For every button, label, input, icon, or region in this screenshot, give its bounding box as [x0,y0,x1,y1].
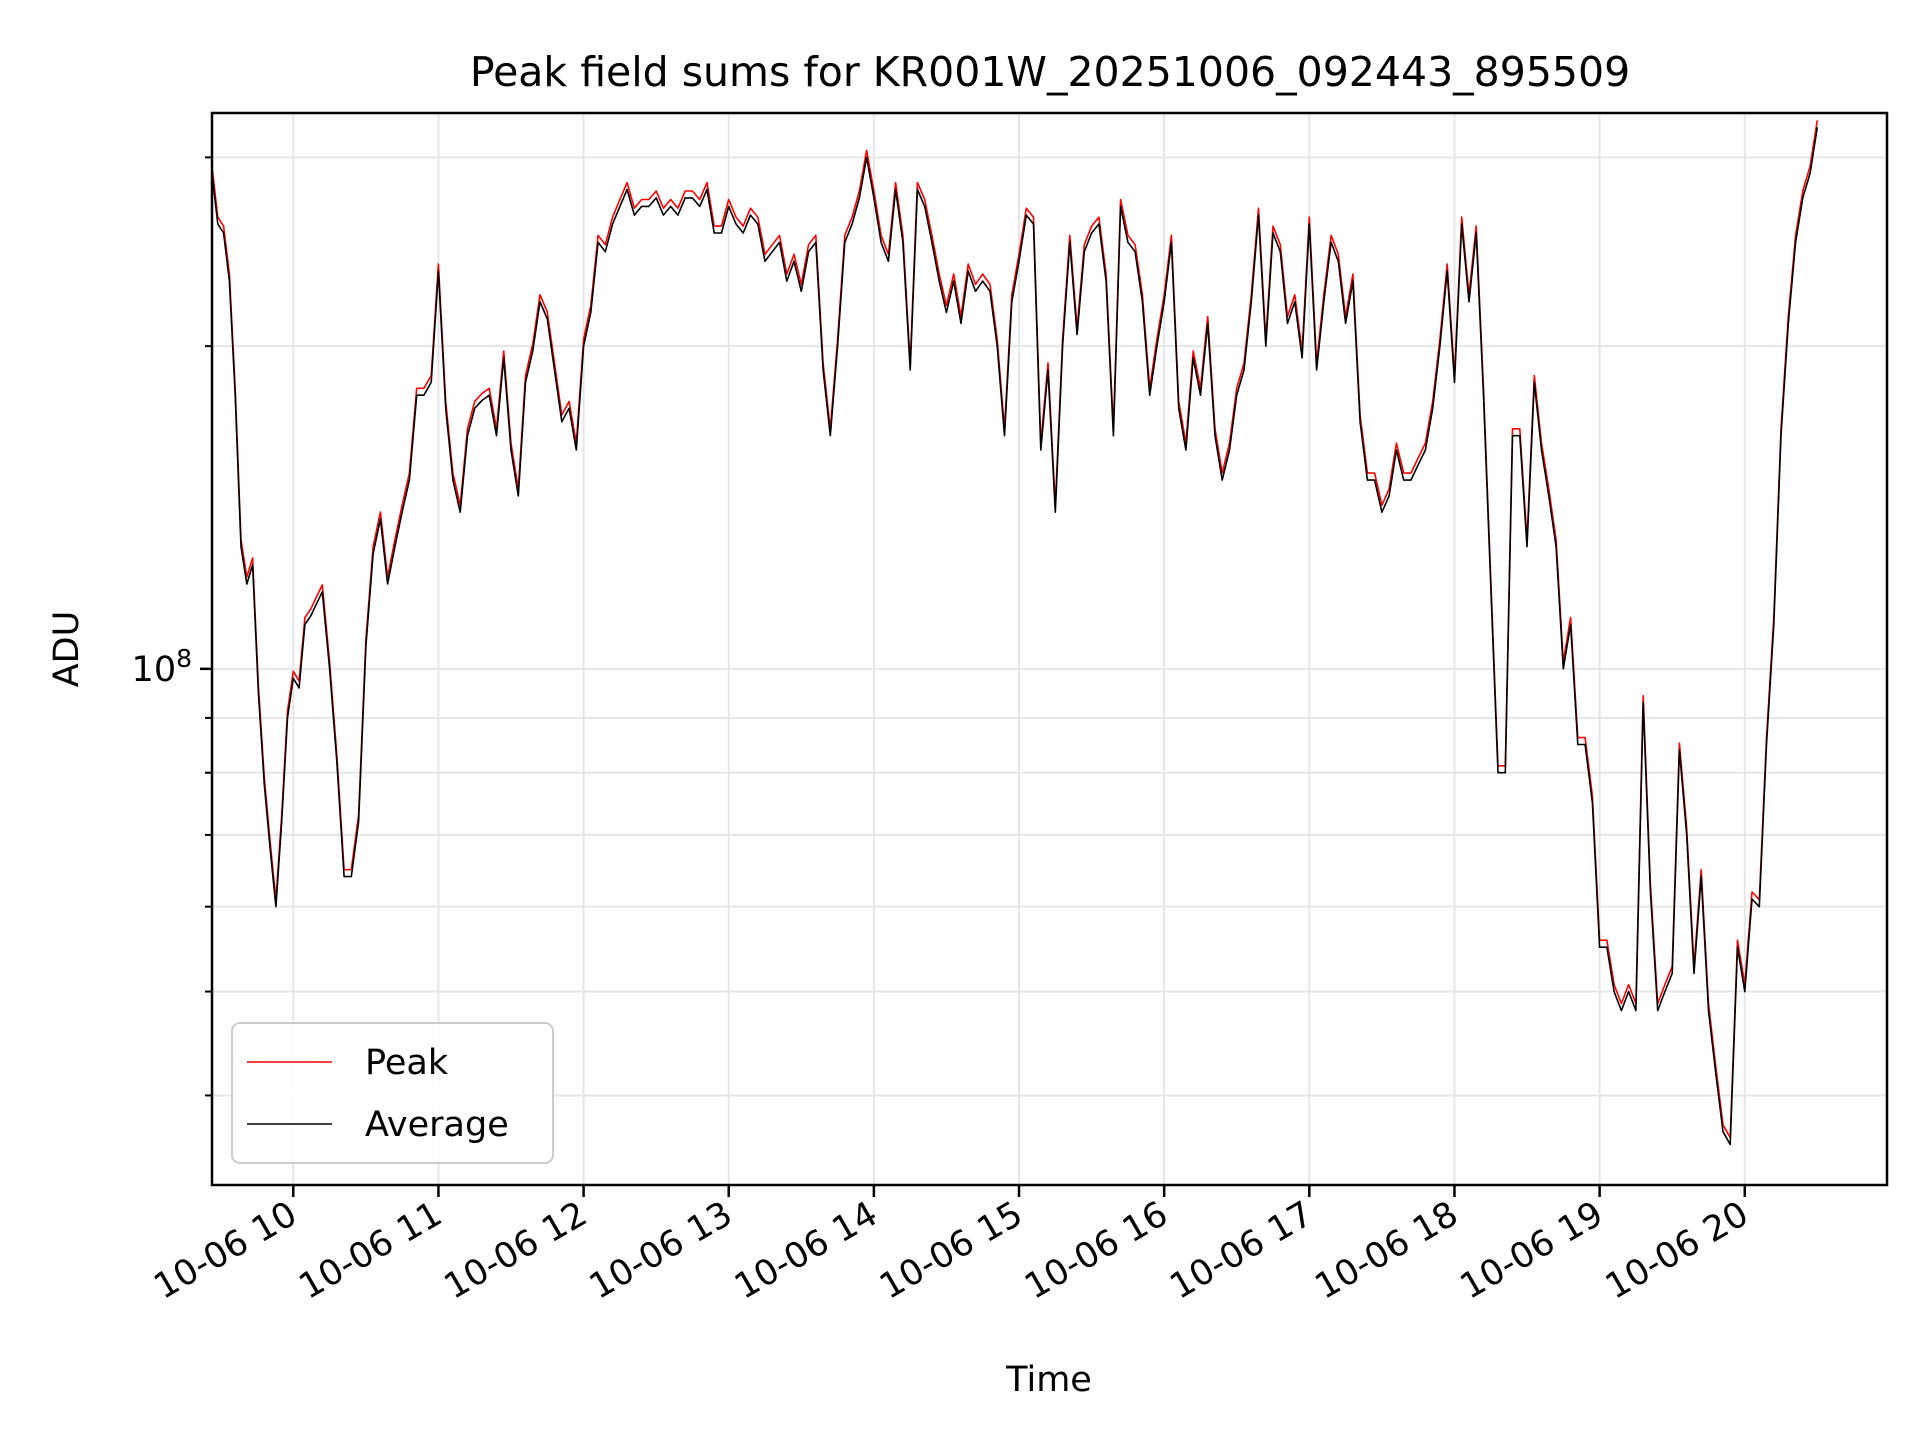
legend-box [231,1022,554,1164]
legend: Peak Average [231,1022,554,1164]
legend-label-average: Average [365,1105,509,1145]
y-tick-label: 108 [132,644,192,690]
y-axis: 108 [132,156,212,1097]
series-layer [212,120,1819,1146]
legend-label-peak: Peak [365,1043,449,1083]
plot-area-frame [210,111,1889,1187]
chart-title: Peak field sums for KR001W_20251006_0924… [470,48,1630,96]
series-line-average [212,127,1819,1146]
x-axis-label: Time [1005,1360,1092,1400]
y-axis-label: ADU [47,611,87,688]
gridlines [212,113,1887,1185]
